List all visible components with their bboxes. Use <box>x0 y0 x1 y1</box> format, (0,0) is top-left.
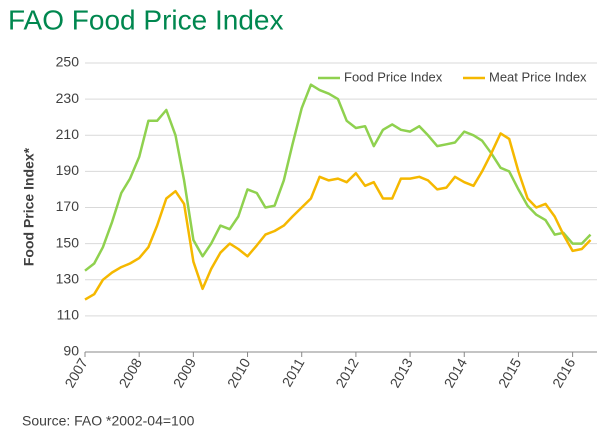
x-tick-label: 2012 <box>332 355 362 390</box>
y-tick-label: 210 <box>56 126 80 142</box>
x-tick-label: 2014 <box>441 355 471 390</box>
x-tick-label: 2016 <box>549 355 579 390</box>
line-series <box>84 83 592 272</box>
x-tick-label: 2008 <box>116 355 146 390</box>
y-tick-label: 150 <box>56 234 80 250</box>
y-tick-label: 110 <box>57 307 80 323</box>
legend-label: Food Price Index <box>344 69 443 84</box>
x-tick-label: 2011 <box>279 355 308 389</box>
source-note: Source: FAO *2002-04=100 <box>22 413 195 429</box>
x-tick-label: 2007 <box>61 355 91 390</box>
chart-title: FAO Food Price Index <box>8 4 283 35</box>
y-tick-label: 230 <box>56 90 80 106</box>
x-tick-label: 2009 <box>170 355 200 390</box>
y-axis-label: Food Price Index* <box>21 147 37 266</box>
y-tick-label: 90 <box>63 343 79 359</box>
y-tick-label: 190 <box>56 162 80 178</box>
x-tick-label: 2010 <box>224 355 254 390</box>
y-tick-label: 170 <box>56 198 80 214</box>
x-tick-label: 2015 <box>495 355 525 390</box>
legend-label: Meat Price Index <box>489 69 587 84</box>
y-tick-label: 250 <box>56 54 80 70</box>
y-tick-label: 130 <box>56 270 80 286</box>
line-series <box>84 132 592 301</box>
x-tick-label: 2013 <box>386 355 416 390</box>
